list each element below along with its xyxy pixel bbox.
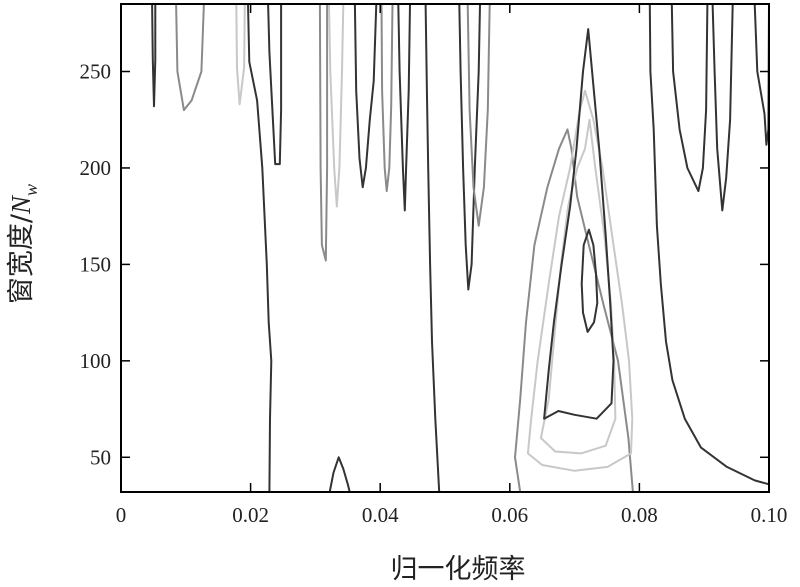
y-tick-label: 200 [80,156,112,180]
y-axis-label-var: N [6,194,36,215]
x-axis-label: 归一化频率 [391,554,526,585]
x-tick-label: 0 [116,503,127,527]
y-tick-label: 150 [80,252,112,276]
contour-line-22 [753,3,770,146]
contour-line-19 [648,3,770,486]
y-tick-label: 250 [80,60,112,84]
y-axis-label-sub: w [21,184,41,196]
x-axis: 0 0.02 0.04 0.06 0.08 0.10 [116,4,788,527]
contour-line-10 [397,3,411,212]
contour-line-5 [267,3,283,166]
contour-line-16 [526,89,634,472]
plot-frame [120,3,770,493]
contour-line-8 [353,3,378,189]
contour-line-7 [328,3,345,208]
x-tick-label: 0.10 [751,503,788,527]
contour-line-3 [235,3,246,106]
contour-line-17 [543,28,615,420]
contour-line-12 [458,3,481,291]
y-tick-label: 50 [90,445,111,469]
contour-line-2 [175,3,205,112]
y-axis-label-main: 窗宽度/ [6,213,37,304]
contour-line-6 [318,3,329,262]
x-tick-label: 0.02 [232,503,269,527]
y-axis: 50 100 150 200 250 [80,60,769,469]
y-tick-label: 100 [80,349,112,373]
contour-line-9 [380,3,394,193]
contour-line-18 [580,228,599,333]
contour-line-13 [466,3,491,227]
contour-lines [151,3,770,493]
contour-line-11 [424,3,441,493]
contour-line-23 [328,456,351,493]
x-tick-label: 0.08 [621,503,658,527]
x-tick-label: 0.04 [362,503,399,527]
contour-line-21 [711,3,734,212]
contour-line-1 [151,3,157,108]
x-tick-label: 0.06 [491,503,528,527]
contour-line-20 [670,3,709,193]
contour-line-4 [247,3,273,493]
y-axis-label: 窗宽度/Nw [6,184,41,304]
